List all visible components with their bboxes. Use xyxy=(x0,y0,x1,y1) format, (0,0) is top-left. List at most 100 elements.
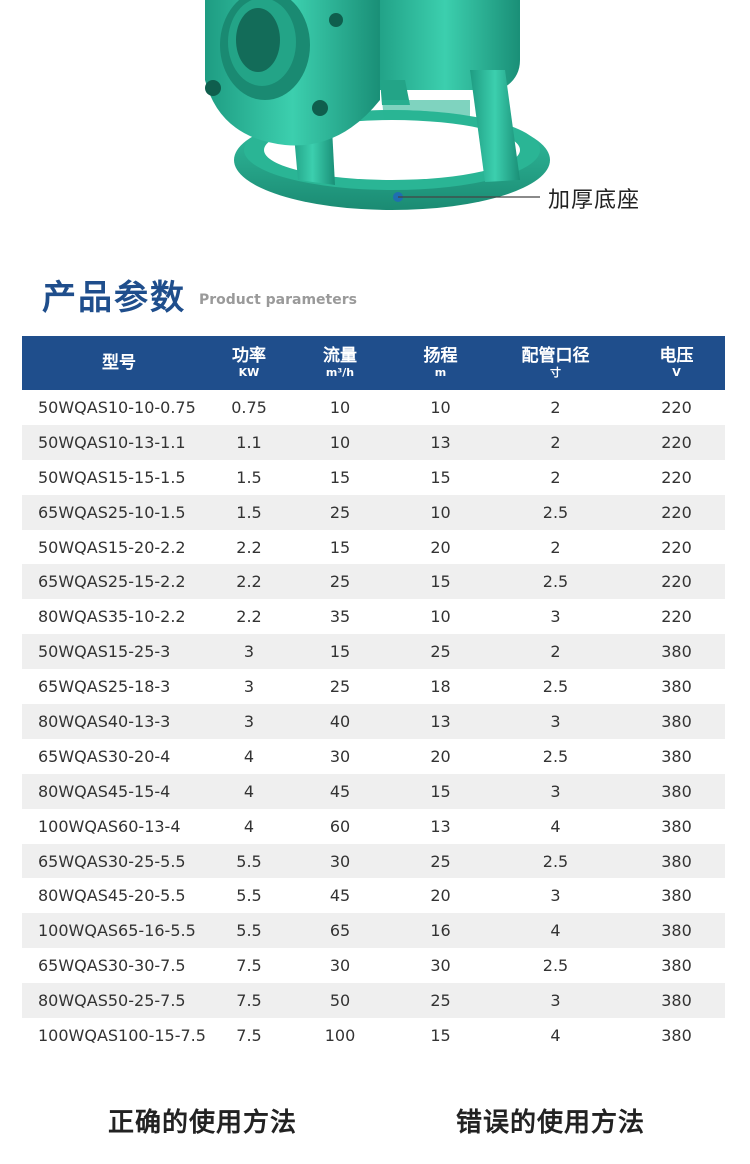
cell-pipe-diameter: 2.5 xyxy=(542,956,569,976)
cell-pipe-diameter: 4 xyxy=(550,1025,561,1045)
cell-head: 25 xyxy=(398,983,483,1019)
cell-model: 80WQAS40-13-3 xyxy=(22,704,216,739)
cell-pipe-diameter: 2 xyxy=(550,537,561,557)
cell-voltage: 380 xyxy=(628,773,725,809)
cell-power: 7.5 xyxy=(236,956,262,976)
cell-power: 4 xyxy=(243,816,255,836)
cell-voltage: 380 xyxy=(661,956,692,976)
cell-flow: 15 xyxy=(329,467,351,487)
cell-flow: 50 xyxy=(282,983,398,1019)
cell-model: 50WQAS15-25-3 xyxy=(22,634,216,670)
pump-base-illustration xyxy=(205,0,550,210)
table-row: 80WQAS40-13-3 3 40 13 3 380 xyxy=(22,704,725,739)
cell-power: 1.1 xyxy=(216,424,282,460)
product-parameters-table: 型号 功率 KW 流量 m³/h 扬程 m 配管口径寸 电压 V 50WQAS10-10… xyxy=(22,336,725,1053)
cell-voltage: 380 xyxy=(628,983,725,1019)
cell-model: 80WQAS35-10-2.2 xyxy=(38,607,186,627)
table-row: 80WQAS35-10-2.2 2.2 35 10 3 220 xyxy=(22,599,725,634)
cell-head: 13 xyxy=(430,816,451,836)
cell-head: 10 xyxy=(430,607,451,627)
header-power: 功率 KW xyxy=(216,336,282,390)
cell-flow: 65 xyxy=(282,913,398,949)
cell-power: 5.5 xyxy=(216,843,282,879)
cell-flow: 45 xyxy=(329,886,351,906)
cell-voltage: 220 xyxy=(661,397,692,417)
cell-flow: 100 xyxy=(324,1025,356,1045)
cell-head: 20 xyxy=(430,537,451,557)
cell-pipe-diameter: 2 xyxy=(483,634,628,670)
table-row: 100WQAS100-15-7.5 7.5 100 15 4 380 xyxy=(22,1018,725,1053)
cell-flow: 45 xyxy=(282,773,398,809)
cell-power: 3 xyxy=(216,634,282,670)
cell-pipe-diameter: 2.5 xyxy=(542,677,569,697)
cell-model: 100WQAS60-13-4 xyxy=(38,816,181,836)
cell-model: 65WQAS25-18-3 xyxy=(38,677,171,697)
cell-voltage: 220 xyxy=(661,467,692,487)
cell-pipe-diameter: 2.5 xyxy=(542,746,569,766)
cell-head: 16 xyxy=(398,913,483,949)
cell-voltage: 380 xyxy=(661,1025,692,1045)
cell-voltage: 220 xyxy=(628,424,725,460)
cell-voltage: 220 xyxy=(661,537,692,557)
section-subtitle: Product parameters xyxy=(199,292,357,308)
cell-voltage: 220 xyxy=(661,607,692,627)
cell-power: 1.5 xyxy=(216,494,282,530)
table-row: 65WQAS25-15-2.2 2.2 25 15 2.5 220 xyxy=(22,564,725,600)
header-model: 型号 xyxy=(22,336,216,390)
cell-power: 2.2 xyxy=(236,607,262,627)
cell-voltage: 380 xyxy=(661,746,692,766)
correct-usage-title: 正确的使用方法 xyxy=(108,1108,298,1138)
table-row: 65WQAS30-20-4 4 30 20 2.5 380 xyxy=(22,739,725,774)
wrong-usage-title: 错误的使用方法 xyxy=(456,1108,646,1138)
header-flow: 流量 m³/h xyxy=(282,336,398,390)
cell-voltage: 380 xyxy=(661,677,692,697)
cell-voltage: 380 xyxy=(661,816,692,836)
cell-pipe-diameter: 2.5 xyxy=(483,494,628,530)
cell-head: 10 xyxy=(398,494,483,530)
cell-power: 7.5 xyxy=(236,1025,262,1045)
cell-voltage: 380 xyxy=(628,634,725,670)
cell-head: 10 xyxy=(430,397,451,417)
cell-flow: 35 xyxy=(329,607,351,627)
cell-head: 13 xyxy=(398,424,483,460)
cell-head: 25 xyxy=(398,634,483,670)
cell-model: 50WQAS10-13-1.1 xyxy=(22,424,216,460)
cell-pipe-diameter: 2 xyxy=(550,467,561,487)
cell-flow: 10 xyxy=(282,424,398,460)
header-voltage: 电压 V xyxy=(628,336,725,390)
cell-flow: 30 xyxy=(282,843,398,879)
cell-model: 50WQAS15-20-2.2 xyxy=(38,537,186,557)
cell-pipe-diameter: 4 xyxy=(483,913,628,949)
cell-flow: 60 xyxy=(329,816,351,836)
table-row: 65WQAS30-30-7.5 7.5 30 30 2.5 380 xyxy=(22,948,725,983)
cell-flow: 30 xyxy=(329,956,351,976)
cell-head: 30 xyxy=(430,956,451,976)
table-row: 80WQAS45-15-4 4 45 15 3 380 xyxy=(22,773,725,809)
cell-model: 65WQAS25-10-1.5 xyxy=(22,494,216,530)
table-row: 50WQAS15-15-1.5 1.5 15 15 2 220 xyxy=(22,460,725,495)
cell-pipe-diameter: 2.5 xyxy=(483,843,628,879)
cell-pipe-diameter: 3 xyxy=(550,607,561,627)
cell-head: 15 xyxy=(430,1025,451,1045)
cell-power: 3 xyxy=(216,704,282,739)
cell-power: 3 xyxy=(243,677,255,697)
cell-power: 0.75 xyxy=(231,397,267,417)
cell-pipe-diameter: 2.5 xyxy=(483,564,628,600)
cell-power: 2.2 xyxy=(236,537,262,557)
cell-model: 80WQAS45-15-4 xyxy=(22,773,216,809)
cell-voltage: 380 xyxy=(628,913,725,949)
cropped-text-line xyxy=(30,1156,720,1164)
cell-model: 50WQAS15-15-1.5 xyxy=(38,467,186,487)
table-row: 50WQAS10-13-1.1 1.1 10 13 2 220 xyxy=(22,424,725,460)
cell-head: 15 xyxy=(430,467,451,487)
cell-pipe-diameter: 3 xyxy=(483,773,628,809)
cell-voltage: 220 xyxy=(628,494,725,530)
table-row: 65WQAS25-18-3 3 25 18 2.5 380 xyxy=(22,669,725,704)
table-row: 50WQAS15-25-3 3 15 25 2 380 xyxy=(22,634,725,670)
cell-voltage: 380 xyxy=(661,886,692,906)
cell-power: 1.5 xyxy=(236,467,262,487)
cell-model: 65WQAS30-20-4 xyxy=(38,746,171,766)
cell-model: 80WQAS50-25-7.5 xyxy=(22,983,216,1019)
cell-model: 80WQAS45-20-5.5 xyxy=(38,886,186,906)
cell-model: 65WQAS25-15-2.2 xyxy=(22,564,216,600)
